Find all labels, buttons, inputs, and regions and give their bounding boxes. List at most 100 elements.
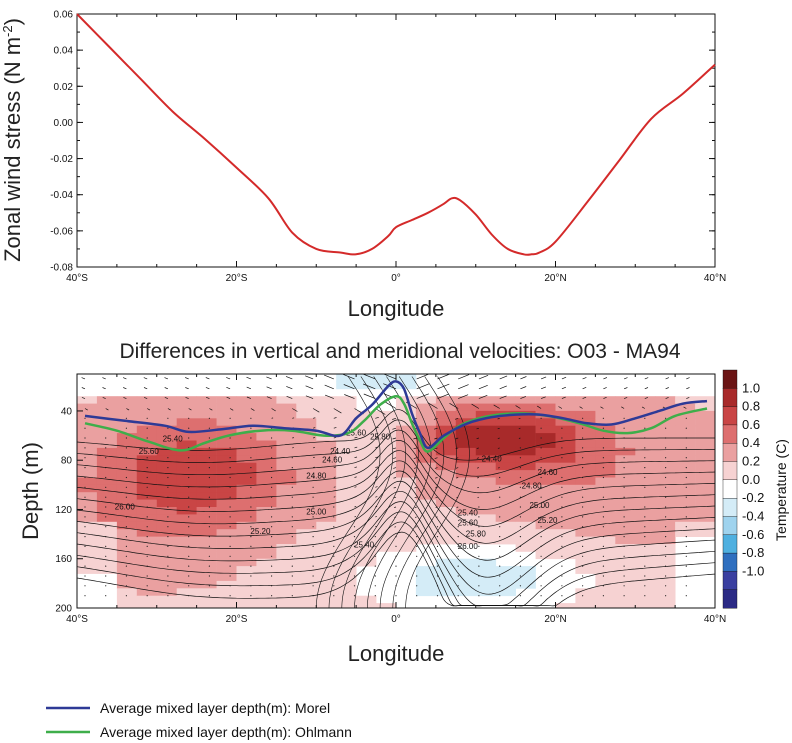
top-y-axis-label: Zonal wind stress (N m-2) bbox=[0, 18, 25, 262]
heat-cell bbox=[396, 425, 417, 434]
heat-cell bbox=[455, 455, 477, 464]
heat-cell bbox=[475, 418, 497, 427]
heat-cell bbox=[495, 440, 516, 449]
heat-cell bbox=[396, 410, 417, 419]
velocity-vector bbox=[665, 536, 667, 538]
heat-cell bbox=[77, 410, 98, 419]
heat-cell bbox=[535, 477, 556, 486]
velocity-vector bbox=[271, 486, 273, 488]
heat-cell bbox=[236, 410, 257, 419]
heat-cell bbox=[655, 499, 676, 508]
velocity-vector bbox=[291, 486, 293, 488]
heat-cell bbox=[236, 477, 257, 486]
velocity-vector bbox=[246, 386, 252, 390]
heat-cell bbox=[555, 425, 576, 434]
heat-cell bbox=[216, 603, 237, 608]
heat-cell bbox=[695, 403, 715, 412]
heat-cell bbox=[495, 470, 516, 478]
heat-cell bbox=[316, 521, 337, 530]
heat-cell bbox=[156, 566, 178, 574]
heat-cell bbox=[435, 447, 457, 456]
heat-cell bbox=[595, 462, 616, 471]
velocity-vector bbox=[561, 476, 563, 479]
velocity-vector bbox=[603, 387, 607, 390]
velocity-vector bbox=[146, 476, 148, 479]
velocity-vector bbox=[333, 417, 337, 419]
velocity-vector bbox=[333, 436, 337, 439]
velocity-vector bbox=[561, 575, 563, 577]
heat-cell bbox=[675, 514, 696, 523]
heat-cell bbox=[396, 492, 417, 500]
heat-cell bbox=[316, 447, 337, 456]
velocity-vector bbox=[105, 555, 107, 557]
heat-cell bbox=[336, 566, 357, 574]
velocity-vector bbox=[540, 447, 542, 449]
velocity-vector bbox=[105, 545, 107, 548]
velocity-vector bbox=[188, 476, 190, 479]
density-contour bbox=[77, 419, 715, 477]
velocity-vector bbox=[561, 565, 563, 567]
heat-cell bbox=[116, 455, 138, 464]
heat-cell bbox=[136, 507, 158, 515]
velocity-vector bbox=[623, 526, 625, 528]
heat-cell bbox=[475, 403, 497, 412]
heat-cell bbox=[276, 566, 297, 574]
velocity-vector bbox=[665, 595, 667, 597]
velocity-vector bbox=[437, 393, 449, 399]
heat-cell bbox=[396, 544, 417, 552]
velocity-vector bbox=[436, 555, 439, 557]
velocity-vector bbox=[414, 516, 417, 518]
heat-cell bbox=[77, 425, 98, 434]
velocity-vector bbox=[499, 395, 507, 399]
velocity-vector bbox=[226, 396, 231, 399]
heat-cell bbox=[555, 462, 576, 471]
heat-cell bbox=[236, 536, 257, 545]
heat-cell bbox=[136, 484, 158, 493]
velocity-vector bbox=[353, 526, 356, 528]
velocity-vector bbox=[685, 467, 687, 469]
heat-cell bbox=[256, 588, 277, 597]
velocity-vector bbox=[436, 595, 439, 597]
density-contour bbox=[77, 501, 715, 607]
velocity-vector bbox=[81, 397, 86, 399]
heat-cell bbox=[675, 499, 696, 508]
heat-cell bbox=[635, 514, 656, 523]
velocity-vector bbox=[208, 427, 210, 429]
heat-cell bbox=[515, 499, 536, 508]
heat-cell bbox=[675, 521, 696, 530]
velocity-vector bbox=[125, 476, 127, 479]
heat-cell bbox=[635, 558, 656, 567]
velocity-vector bbox=[312, 575, 314, 577]
velocity-vector bbox=[354, 436, 358, 439]
heat-cell bbox=[455, 588, 477, 597]
heat-cell bbox=[77, 470, 98, 478]
heat-cell bbox=[156, 477, 178, 486]
velocity-vector bbox=[167, 565, 169, 567]
velocity-vector bbox=[582, 377, 587, 380]
heat-cell bbox=[96, 410, 118, 419]
heat-cell bbox=[136, 425, 158, 434]
heat-cell bbox=[635, 566, 656, 574]
heat-cell bbox=[615, 551, 636, 560]
heat-cell bbox=[336, 588, 357, 597]
velocity-vector bbox=[312, 516, 314, 518]
velocity-vector bbox=[126, 408, 130, 411]
heat-cell bbox=[376, 440, 397, 449]
velocity-vector bbox=[416, 545, 418, 548]
top-y-axis-label-main: Zonal wind stress (N m bbox=[0, 37, 25, 262]
heat-cell bbox=[356, 507, 377, 515]
heat-cell bbox=[675, 410, 696, 419]
velocity-vector bbox=[644, 377, 649, 380]
heat-cell bbox=[336, 492, 357, 500]
velocity-vector bbox=[623, 387, 628, 390]
heat-cell bbox=[695, 492, 715, 500]
heat-cell bbox=[336, 514, 357, 523]
heat-cell bbox=[356, 470, 377, 478]
velocity-vector bbox=[385, 401, 397, 409]
velocity-vector bbox=[644, 486, 646, 488]
heat-cell bbox=[236, 470, 257, 478]
heat-cell bbox=[296, 529, 317, 537]
heat-cell bbox=[136, 580, 158, 589]
velocity-vector bbox=[312, 446, 316, 449]
velocity-vector bbox=[393, 467, 397, 469]
